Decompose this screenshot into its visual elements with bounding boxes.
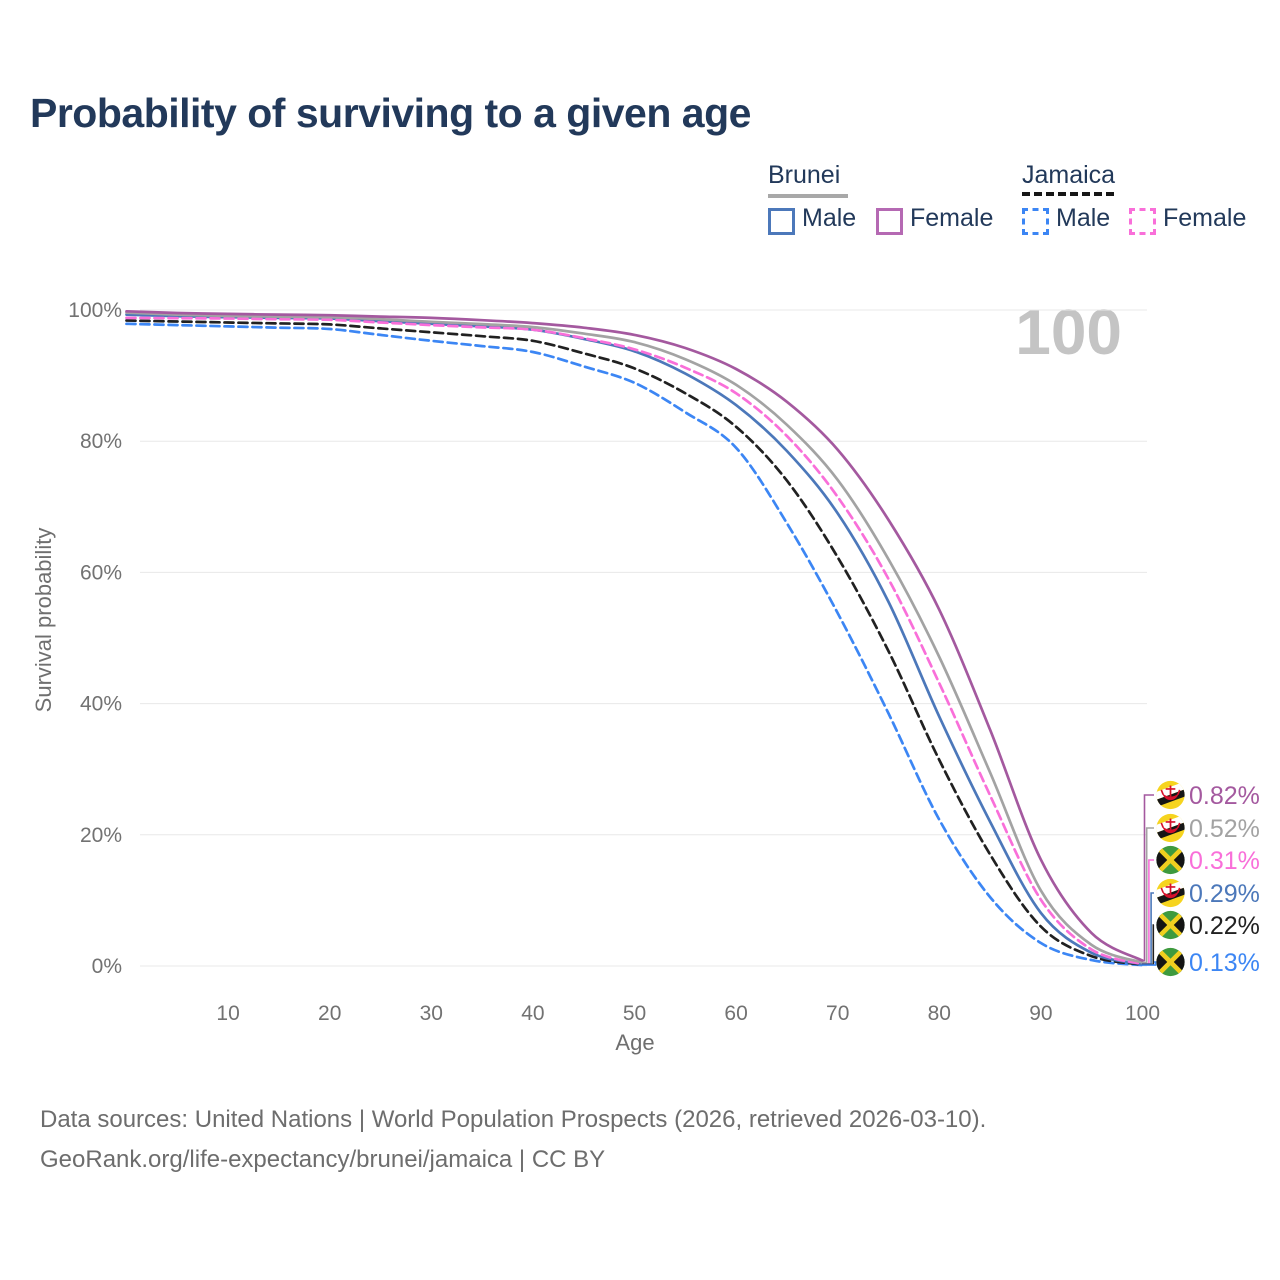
legend-item-jamaica-male[interactable]: Male xyxy=(1056,204,1111,232)
jamaica-dashed-line-sample xyxy=(1022,192,1114,196)
x-tick-label: 70 xyxy=(826,1002,849,1025)
series-line-jamaica-male xyxy=(125,322,1144,967)
legend-item-brunei-male[interactable]: Male xyxy=(802,204,857,232)
x-tick-label: 100 xyxy=(1125,1002,1160,1025)
brunei-flag-icon xyxy=(1149,814,1192,843)
series-line-jamaica-total xyxy=(125,319,1144,966)
brunei-solid-line-sample xyxy=(768,194,848,198)
jamaica-male-swatch-icon[interactable] xyxy=(1022,208,1049,235)
series-line-brunei-male xyxy=(125,313,1144,966)
legend-group-jamaica[interactable]: Jamaica xyxy=(1022,161,1116,189)
survival-chart-canvas[interactable]: 0%20%40%60%80%100%10 20 30 40 50 60 70 80 90 100 … xyxy=(0,0,1280,1080)
x-tick-label: 40 xyxy=(521,1002,544,1025)
x-tick-label: 30 xyxy=(420,1002,443,1025)
end-label-value-brunei-total: 0.52% xyxy=(1189,815,1260,843)
brunei-flag-icon xyxy=(1149,781,1192,810)
x-axis-title: Age xyxy=(615,1030,655,1055)
brunei-flag-icon xyxy=(1149,879,1192,908)
end-value-labels: 0.82% 0.52% 0.31% 0.29% 0.22% 0.13% xyxy=(1142,781,1260,977)
y-tick-label: 40% xyxy=(80,693,122,716)
survival-curves xyxy=(125,309,1144,967)
brunei-female-swatch-icon[interactable] xyxy=(876,208,903,235)
data-sources-note: Data sources: United Nations | World Pop… xyxy=(40,1106,987,1133)
end-label-connector xyxy=(1142,827,1154,964)
legend-item-jamaica-female[interactable]: Female xyxy=(1163,204,1247,232)
series-line-brunei-female xyxy=(125,309,1144,962)
end-label-value-jamaica-male: 0.13% xyxy=(1189,949,1260,977)
x-tick-label: 20 xyxy=(318,1002,341,1025)
page-title: Probability of surviving to a given age xyxy=(30,90,751,136)
end-label-value-brunei-male: 0.29% xyxy=(1189,880,1260,908)
hovered-age-watermark: 100 xyxy=(1015,296,1122,368)
series-line-brunei-total xyxy=(125,311,1144,964)
end-label-value-jamaica-female: 0.31% xyxy=(1189,847,1260,875)
end-label-connector xyxy=(1142,794,1154,962)
y-tick-label: 20% xyxy=(80,824,122,847)
x-tick-label: 10 xyxy=(216,1002,239,1025)
x-tick-label: 50 xyxy=(623,1002,646,1025)
end-label-value-brunei-female: 0.82% xyxy=(1189,782,1260,810)
jamaica-flag-icon xyxy=(1156,845,1185,874)
y-tick-label: 100% xyxy=(68,299,122,322)
legend-item-brunei-female[interactable]: Female xyxy=(910,204,994,232)
x-tick-label: 90 xyxy=(1029,1002,1052,1025)
jamaica-flag-icon xyxy=(1156,910,1185,939)
gridlines xyxy=(140,309,1147,967)
jamaica-female-swatch-icon[interactable] xyxy=(1129,208,1156,235)
end-label-value-jamaica-total: 0.22% xyxy=(1189,912,1260,940)
legend-group-brunei[interactable]: Brunei xyxy=(768,161,841,189)
x-tick-label: 60 xyxy=(724,1002,747,1025)
series-line-jamaica-female xyxy=(125,316,1144,966)
axis-ticks: 0% 20% 40% 60% 80% 100% 10 20 30 40 50 60 70 80 90 100 xyxy=(68,299,1160,1025)
jamaica-flag-icon xyxy=(1156,947,1185,976)
y-tick-label: 0% xyxy=(92,955,122,978)
x-tick-label: 80 xyxy=(928,1002,951,1025)
attribution-note: GeoRank.org/life-expectancy/brunei/jamai… xyxy=(40,1146,606,1173)
y-tick-label: 80% xyxy=(80,430,122,453)
end-label-connector xyxy=(1142,961,1157,966)
brunei-male-swatch-icon[interactable] xyxy=(768,208,795,235)
y-tick-label: 60% xyxy=(80,561,122,584)
